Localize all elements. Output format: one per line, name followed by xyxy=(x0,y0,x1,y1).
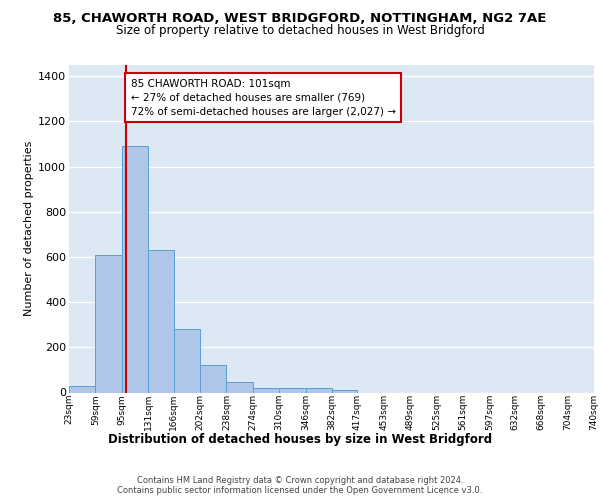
Text: 85, CHAWORTH ROAD, WEST BRIDGFORD, NOTTINGHAM, NG2 7AE: 85, CHAWORTH ROAD, WEST BRIDGFORD, NOTTI… xyxy=(53,12,547,26)
Y-axis label: Number of detached properties: Number of detached properties xyxy=(24,141,34,316)
Bar xyxy=(122,146,148,392)
Bar xyxy=(174,330,200,392)
Bar xyxy=(332,390,358,392)
Bar xyxy=(95,254,122,392)
Bar xyxy=(69,386,95,392)
Text: Distribution of detached houses by size in West Bridgford: Distribution of detached houses by size … xyxy=(108,432,492,446)
Bar xyxy=(253,388,279,392)
Bar xyxy=(279,388,305,392)
Text: Contains public sector information licensed under the Open Government Licence v3: Contains public sector information licen… xyxy=(118,486,482,495)
Bar xyxy=(305,388,332,392)
Text: 85 CHAWORTH ROAD: 101sqm
← 27% of detached houses are smaller (769)
72% of semi-: 85 CHAWORTH ROAD: 101sqm ← 27% of detach… xyxy=(131,78,395,116)
Bar xyxy=(200,366,226,392)
Text: Size of property relative to detached houses in West Bridgford: Size of property relative to detached ho… xyxy=(116,24,484,37)
Text: Contains HM Land Registry data © Crown copyright and database right 2024.: Contains HM Land Registry data © Crown c… xyxy=(137,476,463,485)
Bar xyxy=(226,382,253,392)
Bar xyxy=(148,250,174,392)
